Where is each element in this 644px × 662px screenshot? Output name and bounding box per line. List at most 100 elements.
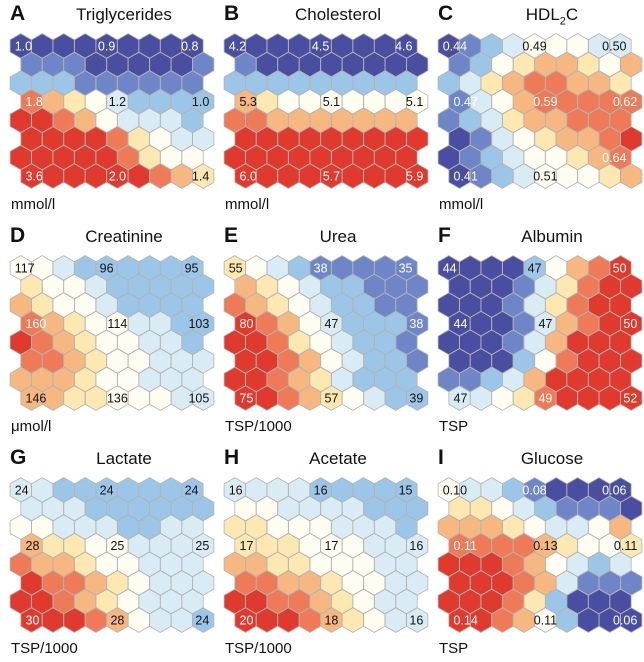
- value-label: 35: [399, 261, 413, 275]
- panel-title-text: Lactate: [96, 449, 152, 468]
- hex-cell: [620, 607, 643, 633]
- panel-c: C HDL2C 0.44 0.49 0.50 0.47 0.59 0.62 0.41 0.64 0.…: [432, 0, 643, 218]
- value-label: 160: [26, 317, 47, 331]
- value-label: 114: [107, 317, 127, 331]
- value-label: 1.8: [26, 95, 43, 109]
- value-label: 57: [324, 392, 338, 406]
- value-label: 0.11: [454, 539, 477, 553]
- value-label: 75: [240, 392, 254, 406]
- value-label: 5.7: [323, 170, 340, 184]
- value-label: 20: [240, 614, 254, 628]
- value-label: 4.6: [395, 39, 412, 53]
- som-heatmap: 24 24 24 28 25 25 30 28 24: [9, 477, 215, 633]
- panel-title: Cholesterol: [258, 5, 418, 25]
- value-label: 0.13: [533, 539, 557, 553]
- panel-title-text: HDL: [525, 5, 560, 24]
- value-label: 146: [26, 392, 47, 406]
- value-label: 0.47: [454, 95, 478, 109]
- value-label: 55: [229, 261, 243, 275]
- panel-title: Triglycerides: [44, 5, 204, 25]
- som-heatmap: 4.2 4.5 4.6 5.3 5.1 5.1 6.0 5.7 5.9: [223, 33, 429, 189]
- panel-letter: B: [224, 2, 240, 25]
- hex-cell: [192, 385, 215, 411]
- hex-cell: [406, 607, 429, 633]
- value-label: 0.8: [181, 39, 198, 53]
- som-heatmap: 0.10 0.08 0.06 0.11 0.13 0.11 0.14 0.11 0.06: [437, 477, 643, 633]
- panel-e: E Urea 55 38 35 80 47 38 75 57 39 TSP/1000: [218, 222, 429, 440]
- unit-label: TSP: [439, 640, 469, 657]
- value-label: 0.11: [614, 539, 637, 553]
- hex-cell: [406, 163, 429, 189]
- value-label: 24: [100, 483, 114, 497]
- panel-title: Lactate: [44, 449, 204, 469]
- value-label: 28: [110, 614, 124, 628]
- panel-title: Glucose: [472, 449, 632, 469]
- som-heatmap: 117 96 95 160 114 103 146 136 105: [9, 255, 215, 411]
- panel-letter: G: [10, 446, 27, 469]
- value-label: 25: [110, 539, 124, 553]
- som-heatmap: 55 38 35 80 47 38 75 57 39: [223, 255, 429, 411]
- value-label: 0.11: [534, 614, 557, 628]
- value-label: 17: [240, 539, 254, 553]
- value-label: 24: [185, 483, 199, 497]
- panel-title: Creatinine: [44, 227, 204, 247]
- panel-title: Urea: [258, 227, 418, 247]
- value-label: 1.2: [109, 95, 126, 109]
- value-label: 3.6: [26, 170, 43, 184]
- hex-cell: [620, 163, 643, 189]
- value-label: 15: [399, 483, 413, 497]
- value-label: 16: [314, 483, 328, 497]
- panel-letter: H: [224, 446, 240, 469]
- value-label: 4.5: [312, 39, 329, 53]
- value-label: 105: [188, 392, 209, 406]
- hex-cell: [620, 385, 643, 411]
- value-label: 18: [324, 614, 338, 628]
- value-label: 30: [26, 614, 40, 628]
- som-heatmap: 44 47 50 44 47 50 47 49 52: [437, 255, 643, 411]
- panel-title: HDL2C: [472, 5, 632, 27]
- panel-title-text: Cholesterol: [295, 5, 381, 24]
- value-label: 117: [15, 261, 35, 275]
- value-label: 50: [623, 317, 637, 331]
- panel-title-suffix: C: [565, 5, 579, 24]
- unit-label: TSP/1000: [225, 640, 292, 657]
- panel-f: F Albumin 44 47 50 44 47 50 47 49 52 TSP: [432, 222, 643, 440]
- value-label: 0.14: [454, 614, 478, 628]
- value-label: 25: [195, 539, 209, 553]
- value-label: 96: [100, 261, 114, 275]
- panel-title-text: Glucose: [520, 449, 584, 468]
- value-label: 4.2: [229, 39, 246, 53]
- som-heatmap: 1.0 0.9 0.8 1.8 1.2 1.0 3.6 2.0 1.4: [9, 33, 215, 189]
- value-label: 0.44: [443, 39, 467, 53]
- value-label: 80: [240, 317, 254, 331]
- value-label: 24: [195, 614, 209, 628]
- value-label: 0.49: [522, 39, 546, 53]
- value-label: 0.64: [602, 151, 626, 165]
- value-label: 5.9: [406, 170, 423, 184]
- panel-letter: C: [438, 2, 454, 25]
- value-label: 0.59: [533, 95, 557, 109]
- value-label: 47: [324, 317, 338, 331]
- value-label: 0.10: [443, 483, 467, 497]
- panel-d: D Creatinine 117 96 95 160 114 103 146 136 105 μmol…: [4, 222, 215, 440]
- value-label: 0.06: [613, 614, 637, 628]
- panel-letter: A: [10, 2, 26, 25]
- value-label: 38: [409, 317, 423, 331]
- hex-cell: [406, 385, 429, 411]
- value-label: 5.1: [406, 95, 423, 109]
- hex-cell: [192, 607, 215, 633]
- hex-cell: [192, 163, 215, 189]
- value-label: 49: [538, 392, 552, 406]
- unit-label: μmol/l: [11, 418, 52, 435]
- value-label: 0.9: [98, 39, 115, 53]
- value-label: 0.06: [602, 483, 626, 497]
- value-label: 1.4: [192, 170, 209, 184]
- value-label: 5.1: [323, 95, 340, 109]
- value-label: 103: [188, 317, 209, 331]
- value-label: 0.62: [613, 95, 637, 109]
- panel-title-subscript: 2: [559, 15, 566, 28]
- panel-letter: I: [438, 446, 444, 469]
- panel-title-text: Creatinine: [85, 227, 163, 246]
- value-label: 47: [454, 392, 468, 406]
- unit-label: TSP/1000: [225, 418, 292, 435]
